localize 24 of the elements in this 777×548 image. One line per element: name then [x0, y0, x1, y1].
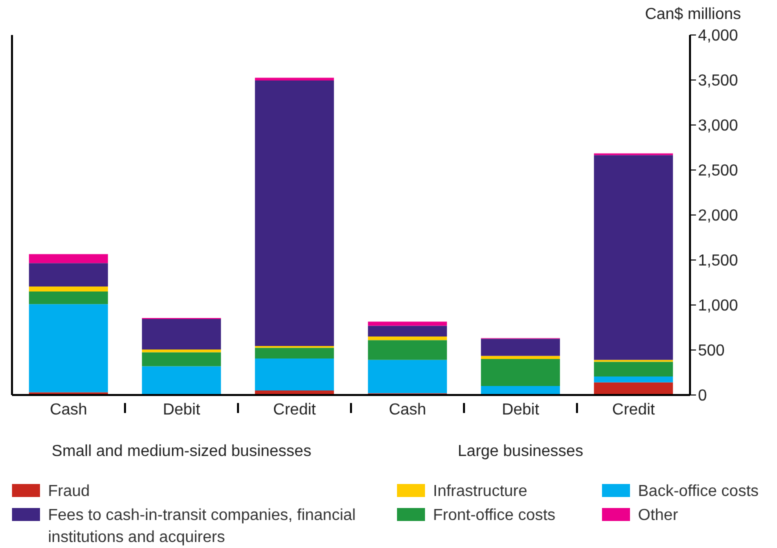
legend-label: Front-office costs — [433, 506, 556, 526]
legend-label: Other — [638, 506, 678, 526]
legend-label: Back-office costs — [638, 482, 759, 502]
x-tick-label: Debit — [162, 401, 201, 418]
y-tick-label: 1,000 — [698, 298, 738, 315]
x-tick-label: Credit — [612, 401, 656, 418]
y-tick-label: 3,000 — [698, 118, 738, 135]
x-tick-label: Debit — [502, 401, 540, 418]
y-tick-label: 1,500 — [698, 252, 738, 270]
y-tick-label: 0 — [698, 388, 707, 405]
legend-label: Infrastructure — [433, 482, 528, 502]
x-tick-label: Cash — [388, 401, 426, 418]
y-tick-label: 2,500 — [698, 162, 738, 180]
x-tick-label: Credit — [273, 401, 316, 418]
legend-label: Fraud — [48, 482, 90, 502]
y-axis-title: Can$ millions — [644, 6, 741, 24]
y-tick-label: 2,000 — [698, 208, 738, 225]
text: Small and medium-sized businesses — [50, 443, 312, 461]
y-tick-label: 3,500 — [698, 72, 738, 90]
legend-label: Fees to cash-in-transit companies, financial institutions and acquirers — [48, 506, 357, 548]
x-tick-label: Cash — [50, 401, 88, 418]
y-tick-label: 500 — [698, 342, 725, 360]
y-tick-label: 4,000 — [698, 28, 738, 45]
text: Large businesses — [456, 443, 584, 461]
